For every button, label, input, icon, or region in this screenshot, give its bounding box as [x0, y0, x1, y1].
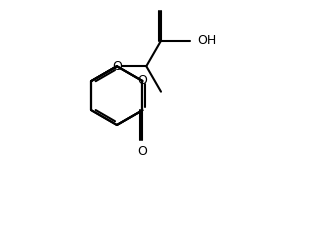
Text: OH: OH: [197, 34, 216, 47]
Text: O: O: [112, 60, 122, 73]
Text: O: O: [137, 74, 147, 87]
Text: O: O: [137, 145, 147, 158]
